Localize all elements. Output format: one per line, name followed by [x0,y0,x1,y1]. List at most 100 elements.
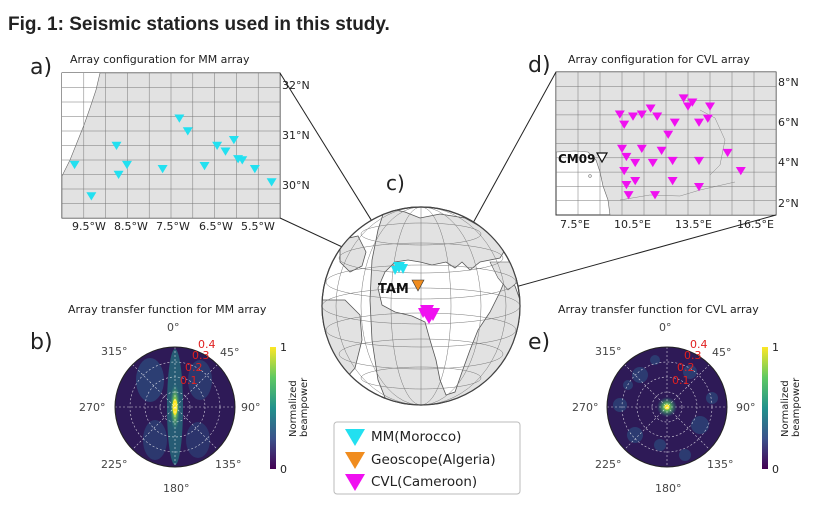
panel-e-angle-labels: 0° 45° 90° 135° 180° 225° 270° 315° [572,321,756,495]
cvl-station-10 [694,118,704,127]
panel-d-title: Array configuration for CVL array [568,53,750,66]
mm-station-14 [237,156,248,165]
cvl-station-7 [663,130,674,139]
cvl-station-3 [628,112,638,121]
panel-a-xticks: 9.5°W 8.5°W 7.5°W 6.5°W 5.5°W [72,220,275,233]
cvl-station-28 [667,177,678,186]
panel-b-angle-270: 270° [79,401,106,414]
panel-a-xtick-3: 7.5°W [156,220,190,233]
cvl-station-6 [652,112,663,121]
mm-station-10 [212,141,223,150]
panel-b-letter: b) [30,330,53,355]
mm-station-15 [249,164,260,174]
cvl-station-17 [630,158,641,168]
panel-e-radius-04: 0.4 [690,338,708,351]
panel-d-cm09-label: CM09 [558,152,595,166]
mm-station-3 [111,141,122,150]
panel-e-letter: e) [528,330,550,355]
panel-b-angle-90: 90° [241,401,261,414]
panel-a-title: Array configuration for MM array [70,53,250,66]
panel-a-ytick-32: 32°N [282,79,310,92]
panel-e-angle-45: 45° [712,346,732,359]
cvl-station-4 [636,110,647,119]
mm-station-12 [228,135,239,145]
panel-e-angle-270: 270° [572,401,599,414]
cvl-station-26 [630,177,641,186]
panel-b-cbar-max: 1 [280,341,287,354]
mm-station-6 [157,164,168,174]
globe-tam-station [411,279,425,292]
panel-d-xtick-4: 16.5°E [737,218,774,231]
panel-e-colorbar [762,347,768,469]
mm-station-4 [113,170,124,179]
cm09-marker [595,152,609,164]
cvl-station-15 [617,144,627,154]
panel-a-xtick-2: 8.5°W [114,220,148,233]
cvl-station-13 [678,94,689,103]
cvl-station-21 [667,156,678,166]
mm-station-11 [220,147,231,156]
panel-b-angle-225: 225° [101,458,128,471]
panel-d-ytick-8: 8°N [778,76,799,89]
panel-e-radius-labels: 0.4 0.3 0.2 0.1 [672,338,708,387]
panel-d-map [556,72,776,215]
panel-b-cbar-label-1: Normalized [288,380,299,437]
panel-e-cbar-label-2: beampower [791,377,802,437]
panel-e-cbar-min: 0 [772,463,779,476]
cvl-station-30 [623,191,634,200]
panel-a-xtick-5: 5.5°W [241,220,275,233]
mm-station-5 [121,160,132,170]
panel-b-radius-02: 0.2 [185,361,203,374]
cvl-station-23 [722,148,733,158]
panel-a-letter: a) [30,55,52,80]
panel-a-ytick-30: 30°N [282,179,310,192]
mm-station-1 [69,160,80,170]
legend-cvl-marker [345,474,365,491]
legend-mm-marker [345,429,365,446]
panel-e-angle-0: 0° [659,321,672,334]
cvl-station-16 [621,152,632,162]
panel-d-letter: d) [528,53,551,78]
legend-mm-label: MM(Morocco) [371,429,461,445]
cvl-station-29 [694,183,704,192]
panel-c: c) [321,171,521,406]
panel-b-angle-135: 135° [215,458,242,471]
cvl-station-9 [683,102,693,111]
panel-b-angle-0: 0° [167,321,180,334]
cvl-station-25 [619,166,630,176]
panel-b-radius-01: 0.1 [180,374,198,387]
panel-b-radius-04: 0.4 [198,338,216,351]
panel-a-xtick-1: 9.5°W [72,220,106,233]
mm-station-9 [199,162,210,171]
mm-station-16 [266,178,277,187]
panel-b-radius-03: 0.3 [192,349,210,362]
panel-d-xtick-1: 7.5°E [560,218,590,231]
globe-cvl-stations [418,305,440,324]
globe-mm-stations [391,262,408,275]
legend: MM(Morocco) Geoscope(Algeria) CVL(Camero… [333,421,521,495]
panel-e-angle-90: 90° [736,401,756,414]
cvl-station-31 [621,181,632,190]
figure-title: Fig. 1: Seismic stations used in this st… [8,14,390,35]
panel-a-ytick-31: 31°N [282,129,310,142]
cvl-station-1 [614,110,625,119]
panel-d-ytick-4: 4°N [778,156,799,169]
cvl-station-8 [669,118,680,127]
panel-e-radius-01: 0.1 [672,374,690,387]
panel-d-ytick-2: 2°N [778,197,799,210]
cvl-station-24 [735,166,746,176]
cvl-station-20 [656,146,667,156]
panel-e-angle-315: 315° [595,345,622,358]
cvl-station-2 [619,120,630,129]
tam-label: TAM [378,282,409,297]
panel-c-letter: c) [386,171,405,195]
panel-e-angle-225: 225° [595,458,622,471]
panel-d-xtick-2: 10.5°E [614,218,651,231]
panel-b-colorbar [270,347,276,469]
panel-e-cbar-label-1: Normalized [780,380,791,437]
panel-b-title: Array transfer function for MM array [68,303,267,316]
panel-d-xtick-3: 13.5°E [675,218,712,231]
mm-station-7 [174,114,185,123]
panel-d-xticks: 7.5°E 10.5°E 13.5°E 16.5°E [560,218,774,231]
